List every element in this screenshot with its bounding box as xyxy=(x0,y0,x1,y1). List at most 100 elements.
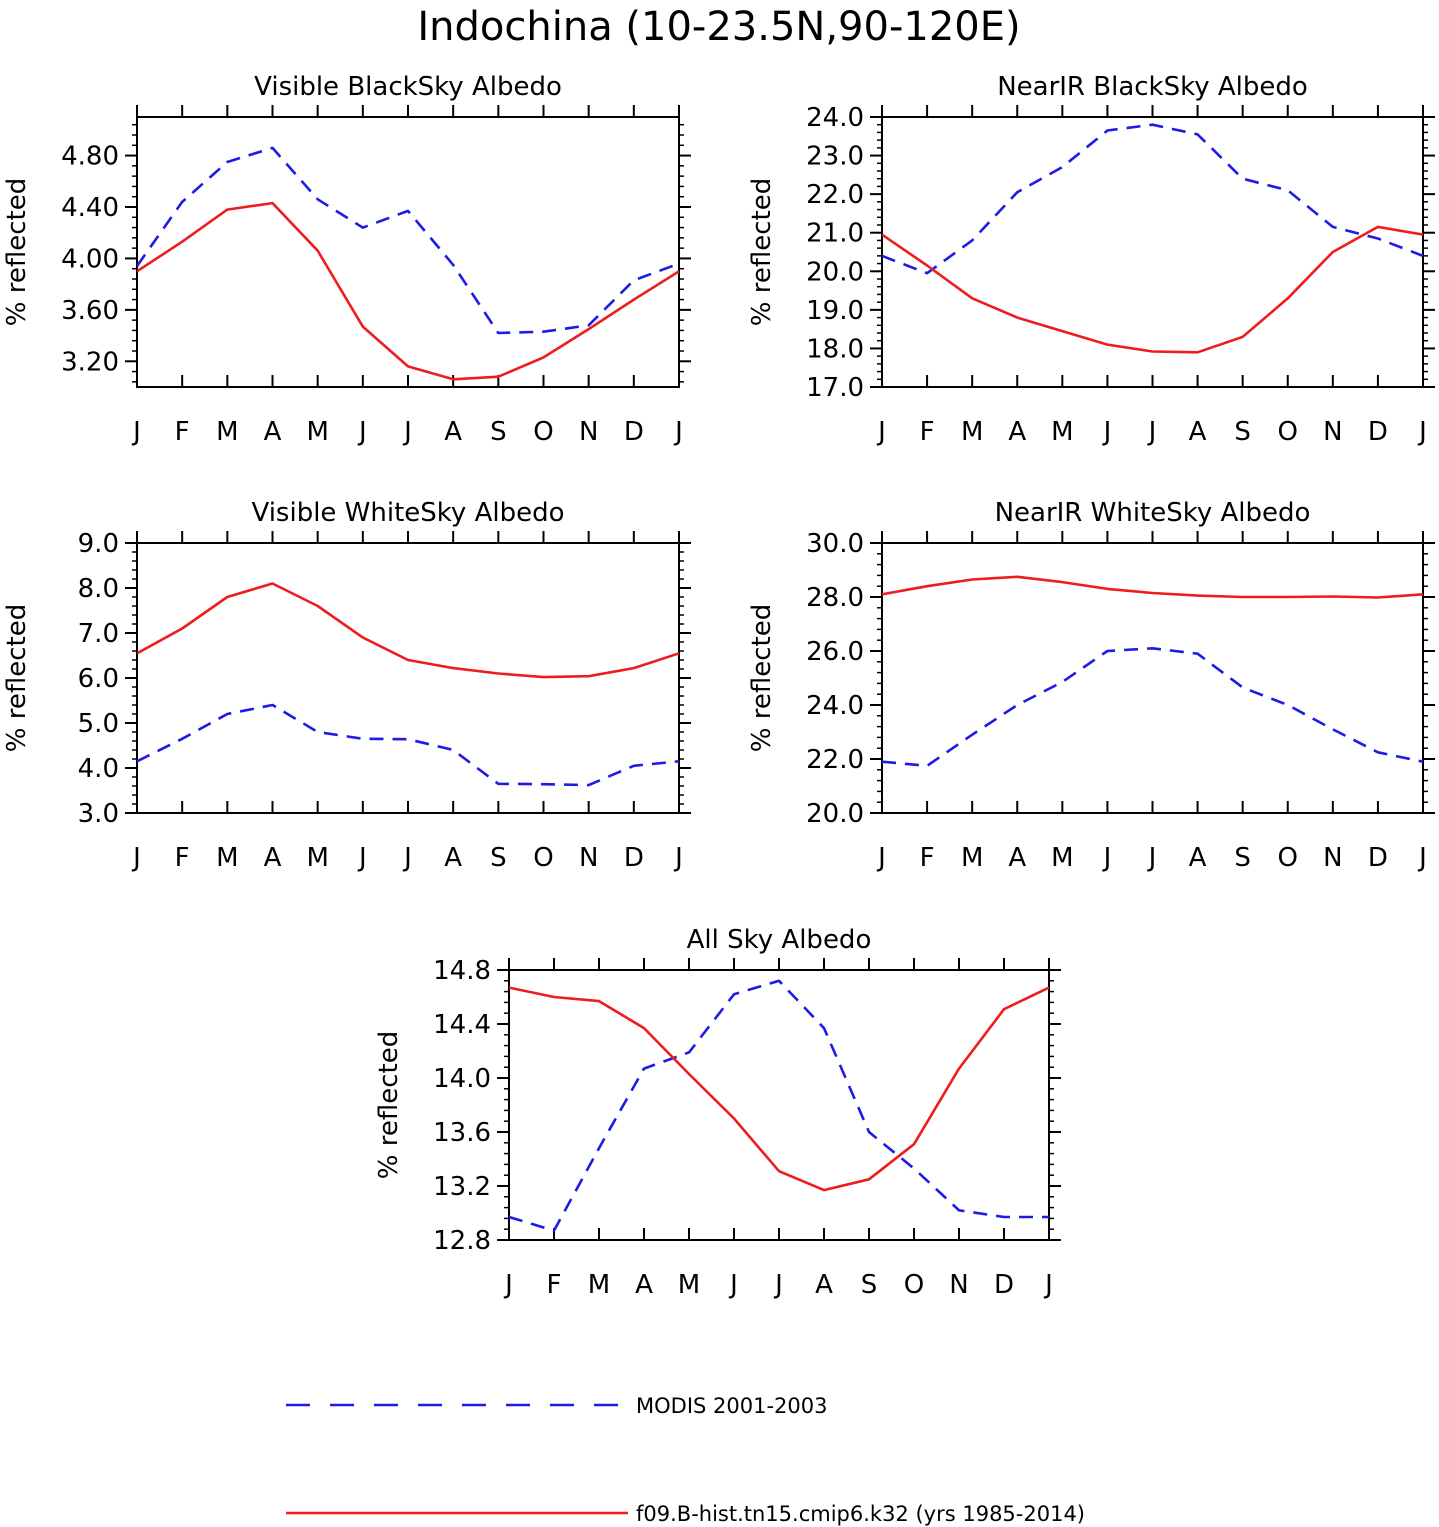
y-axis-label: % reflected xyxy=(374,1031,404,1179)
x-tick-label: O xyxy=(533,843,553,873)
x-tick-label: F xyxy=(175,843,190,873)
x-tick-label: M xyxy=(588,1270,610,1300)
y-axis-label: % reflected xyxy=(2,604,32,752)
x-tick-label: N xyxy=(1323,417,1342,447)
y-tick-label: 12.8 xyxy=(433,1226,491,1256)
plot-frame xyxy=(881,116,1424,388)
x-tick-label: J xyxy=(131,843,141,873)
plot-frame xyxy=(508,969,1050,1241)
panel-title: Visible BlackSky Albedo xyxy=(254,72,562,102)
y-tick-label: 13.6 xyxy=(433,1118,491,1148)
x-tick-label: J xyxy=(1147,843,1157,873)
x-tick-label: J xyxy=(1102,417,1112,447)
x-tick-label: N xyxy=(949,1270,968,1300)
plot-frame xyxy=(136,542,680,814)
x-tick-label: J xyxy=(673,843,683,873)
x-tick-label: M xyxy=(961,843,983,873)
x-tick-label: J xyxy=(728,1270,738,1300)
panel-title: NearIR WhiteSky Albedo xyxy=(995,498,1311,528)
y-tick-label: 26.0 xyxy=(806,637,864,667)
y-tick-label: 18.0 xyxy=(806,334,864,364)
legend-obs-label: MODIS 2001-2003 xyxy=(636,1394,827,1418)
series-line-modis xyxy=(137,703,679,787)
y-tick-label: 4.0 xyxy=(78,754,119,784)
series-line-model xyxy=(137,582,679,679)
figure-title: Indochina (10-23.5N,90-120E) xyxy=(417,4,1020,50)
x-tick-label: D xyxy=(1368,417,1388,447)
x-tick-label: J xyxy=(673,417,683,447)
x-tick-label: A xyxy=(1189,417,1207,447)
x-tick-label: M xyxy=(678,1270,700,1300)
y-tick-label: 17.0 xyxy=(806,373,864,403)
x-tick-label: M xyxy=(306,417,328,447)
x-tick-label: A xyxy=(1008,417,1026,447)
x-tick-label: A xyxy=(264,417,282,447)
x-tick-label: J xyxy=(876,417,886,447)
series-line-modis xyxy=(882,123,1423,275)
y-tick-label: 14.4 xyxy=(433,1010,491,1040)
x-tick-label: J xyxy=(357,417,367,447)
series-line-modis xyxy=(882,646,1423,768)
y-tick-label: 14.0 xyxy=(433,1064,491,1094)
x-tick-label: F xyxy=(920,843,935,873)
x-tick-label: A xyxy=(815,1270,833,1300)
x-tick-label: M xyxy=(1051,843,1073,873)
legend-model-label: f09.B-hist.tn15.cmip6.k32 (yrs 1985-2014… xyxy=(636,1502,1085,1526)
y-tick-label: 13.2 xyxy=(433,1172,491,1202)
y-tick-label: 4.40 xyxy=(61,193,119,223)
y-tick-label: 3.20 xyxy=(61,347,119,377)
y-tick-label: 5.0 xyxy=(78,709,119,739)
x-tick-label: F xyxy=(920,417,935,447)
x-tick-label: D xyxy=(624,417,644,447)
x-tick-label: D xyxy=(624,843,644,873)
x-tick-label: M xyxy=(216,417,238,447)
plot-frame xyxy=(881,542,1424,814)
x-tick-label: A xyxy=(264,843,282,873)
x-tick-label: J xyxy=(402,417,412,447)
y-tick-label: 21.0 xyxy=(806,219,864,249)
y-tick-label: 23.0 xyxy=(806,142,864,172)
y-tick-label: 3.0 xyxy=(78,799,119,829)
x-tick-label: J xyxy=(1147,417,1157,447)
panel-title: NearIR BlackSky Albedo xyxy=(997,72,1308,102)
x-tick-label: M xyxy=(216,843,238,873)
x-tick-label: A xyxy=(444,843,462,873)
series-line-model xyxy=(882,575,1423,599)
y-tick-label: 6.0 xyxy=(78,664,119,694)
x-tick-label: A xyxy=(1189,843,1207,873)
x-tick-label: O xyxy=(904,1270,924,1300)
x-tick-label: A xyxy=(635,1270,653,1300)
x-tick-label: F xyxy=(547,1270,562,1300)
x-tick-label: N xyxy=(579,843,598,873)
y-tick-label: 4.80 xyxy=(61,142,119,172)
y-axis-label: % reflected xyxy=(747,604,777,752)
series-line-modis xyxy=(509,979,1049,1232)
x-tick-label: J xyxy=(131,417,141,447)
series-line-model xyxy=(509,986,1049,1192)
x-tick-label: J xyxy=(876,843,886,873)
x-tick-label: F xyxy=(175,417,190,447)
panel-title: All Sky Albedo xyxy=(687,925,872,955)
x-tick-label: S xyxy=(861,1270,878,1300)
y-tick-label: 9.0 xyxy=(78,529,119,559)
x-tick-label: D xyxy=(994,1270,1014,1300)
x-tick-label: S xyxy=(490,843,507,873)
x-tick-label: J xyxy=(1417,417,1427,447)
y-axis-label: % reflected xyxy=(2,178,32,326)
x-tick-label: S xyxy=(1234,843,1251,873)
panel-title: Visible WhiteSky Albedo xyxy=(251,498,564,528)
y-tick-label: 24.0 xyxy=(806,691,864,721)
y-tick-label: 22.0 xyxy=(806,745,864,775)
x-tick-label: M xyxy=(961,417,983,447)
x-tick-label: N xyxy=(579,417,598,447)
y-tick-label: 28.0 xyxy=(806,583,864,613)
y-tick-label: 24.0 xyxy=(806,103,864,133)
x-tick-label: O xyxy=(1278,843,1298,873)
x-tick-label: O xyxy=(1278,417,1298,447)
x-tick-label: N xyxy=(1323,843,1342,873)
y-tick-label: 19.0 xyxy=(806,296,864,326)
